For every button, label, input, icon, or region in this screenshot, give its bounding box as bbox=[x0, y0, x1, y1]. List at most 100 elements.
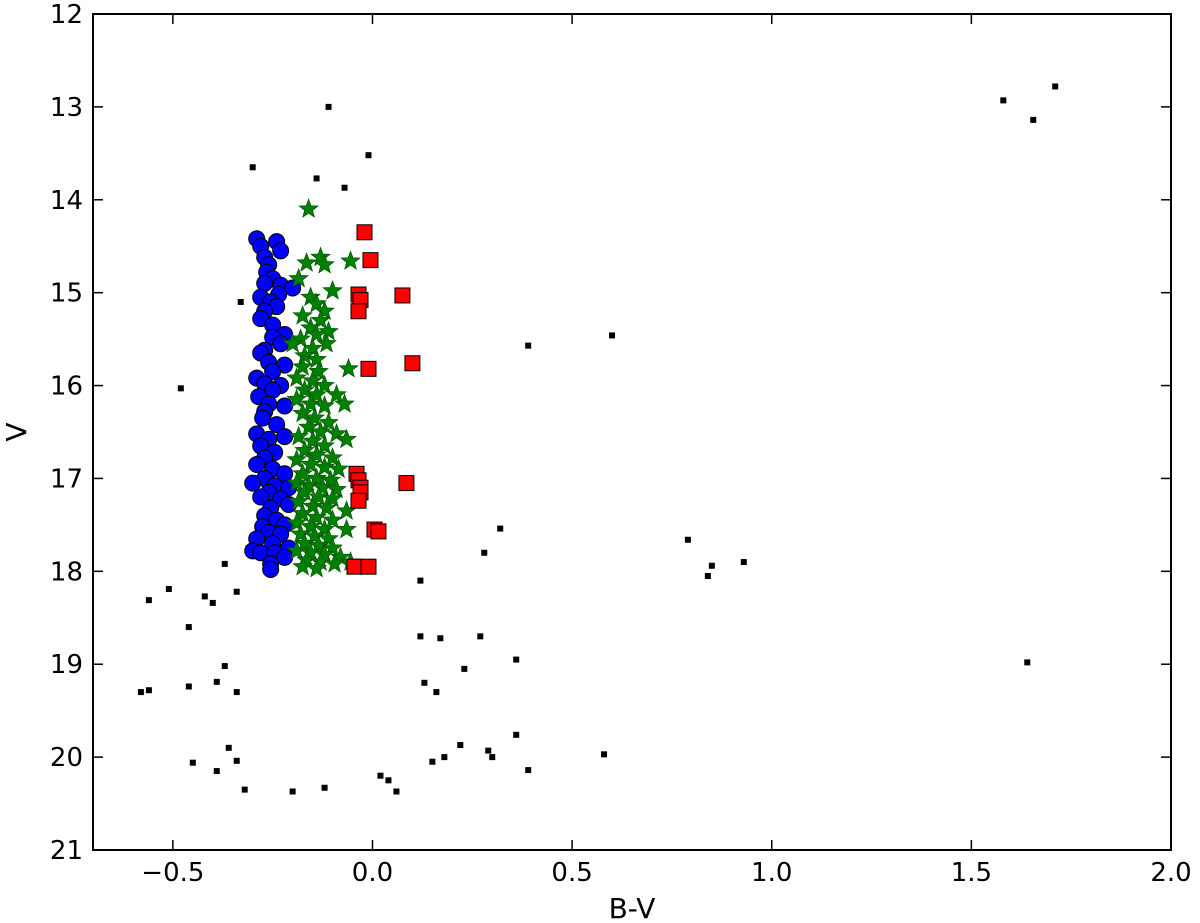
data-point-circle bbox=[244, 474, 262, 492]
x-tick-label: 2.0 bbox=[1150, 858, 1191, 888]
data-point-star bbox=[286, 540, 307, 560]
data-point-small-square bbox=[489, 754, 496, 761]
y-tick-label: 18 bbox=[50, 557, 83, 587]
data-point-square bbox=[350, 303, 367, 320]
data-point-small-square bbox=[477, 633, 484, 640]
data-point-star bbox=[316, 332, 337, 353]
data-point-small-square bbox=[421, 679, 428, 686]
data-point-star bbox=[306, 348, 327, 369]
data-point-small-square bbox=[704, 572, 711, 579]
data-point-small-square bbox=[485, 747, 492, 754]
data-point-small-square bbox=[185, 683, 192, 690]
data-point-small-square bbox=[1052, 83, 1059, 90]
data-point-small-square bbox=[221, 663, 228, 670]
data-point-star bbox=[286, 472, 307, 492]
data-point-star bbox=[336, 518, 357, 539]
data-point-star bbox=[314, 518, 335, 539]
data-point-small-square bbox=[708, 562, 715, 569]
data-point-small-square bbox=[313, 175, 320, 182]
data-point-star bbox=[316, 497, 337, 517]
data-point-small-square bbox=[525, 767, 532, 774]
data-point-star bbox=[282, 332, 303, 353]
x-tick-label: 1.0 bbox=[751, 858, 792, 888]
data-point-square bbox=[394, 287, 411, 304]
data-point-star bbox=[324, 553, 345, 573]
y-tick-label: 19 bbox=[50, 650, 83, 680]
data-point-small-square bbox=[377, 772, 384, 779]
data-point-small-square bbox=[441, 754, 448, 761]
data-point-star bbox=[314, 435, 335, 455]
data-point-small-square bbox=[341, 184, 348, 191]
data-point-small-square bbox=[740, 559, 747, 566]
data-point-small-square bbox=[525, 342, 532, 349]
data-point-square bbox=[350, 492, 367, 509]
y-tick-label: 13 bbox=[50, 93, 83, 123]
data-point-small-square bbox=[1030, 116, 1037, 123]
data-point-small-square bbox=[185, 624, 192, 631]
data-point-small-square bbox=[461, 665, 468, 672]
data-point-small-square bbox=[385, 777, 392, 784]
data-point-circle bbox=[252, 488, 270, 506]
data-point-circle bbox=[276, 397, 294, 415]
data-point-star bbox=[292, 502, 313, 523]
data-point-small-square bbox=[233, 689, 240, 696]
data-point-small-square bbox=[513, 731, 520, 738]
data-point-star bbox=[286, 367, 307, 387]
data-point-small-square bbox=[201, 593, 208, 600]
data-point-small-square bbox=[325, 103, 332, 110]
data-point-star bbox=[292, 462, 313, 483]
y-tick-label: 17 bbox=[50, 464, 83, 494]
data-point-circle bbox=[268, 416, 286, 434]
data-point-square bbox=[404, 355, 421, 372]
data-point-small-square bbox=[601, 751, 608, 758]
data-point-small-square bbox=[213, 678, 220, 685]
data-point-small-square bbox=[1000, 97, 1007, 104]
data-point-small-square bbox=[289, 788, 296, 795]
data-point-small-square bbox=[213, 768, 220, 775]
data-point-star bbox=[286, 449, 307, 469]
data-point-star bbox=[338, 357, 359, 378]
y-tick-label: 14 bbox=[50, 186, 83, 216]
data-point-square bbox=[360, 558, 377, 575]
data-point-small-square bbox=[137, 689, 144, 696]
x-axis-label: B-V bbox=[609, 892, 656, 923]
data-point-star bbox=[286, 388, 307, 409]
data-point-circle bbox=[264, 363, 282, 381]
data-point-square bbox=[346, 558, 363, 575]
data-point-star bbox=[322, 488, 343, 508]
y-tick-label: 16 bbox=[50, 372, 83, 402]
data-point-star bbox=[328, 458, 349, 478]
y-tick-label: 12 bbox=[50, 0, 83, 30]
data-point-star bbox=[308, 360, 329, 381]
data-point-star bbox=[290, 523, 311, 543]
data-point-small-square bbox=[609, 332, 616, 339]
data-point-star bbox=[304, 407, 325, 427]
data-point-star bbox=[294, 344, 315, 365]
y-tick-label: 20 bbox=[50, 743, 83, 773]
data-point-square bbox=[370, 523, 387, 540]
data-point-small-square bbox=[165, 585, 172, 592]
data-point-square bbox=[362, 252, 379, 269]
data-point-star bbox=[326, 423, 347, 443]
data-point-small-square bbox=[365, 152, 372, 159]
data-point-small-square bbox=[433, 689, 440, 696]
data-point-star bbox=[292, 402, 313, 423]
data-point-star bbox=[312, 476, 333, 497]
data-point-star bbox=[294, 481, 315, 502]
data-point-star bbox=[294, 379, 315, 399]
data-point-star bbox=[326, 478, 347, 499]
y-axis-label: V bbox=[0, 422, 33, 441]
data-point-small-square bbox=[429, 758, 436, 765]
data-point-star bbox=[314, 300, 335, 321]
data-point-small-square bbox=[221, 560, 228, 567]
x-tick-label: 1.5 bbox=[951, 858, 992, 888]
data-point-circle bbox=[272, 242, 290, 260]
data-point-small-square bbox=[233, 588, 240, 595]
data-point-star bbox=[302, 370, 323, 390]
data-point-star bbox=[326, 383, 347, 404]
data-point-star bbox=[318, 320, 339, 341]
data-point-small-square bbox=[233, 757, 240, 764]
y-tick-label: 15 bbox=[50, 279, 83, 309]
data-point-square bbox=[398, 475, 415, 492]
data-point-star bbox=[314, 456, 335, 477]
